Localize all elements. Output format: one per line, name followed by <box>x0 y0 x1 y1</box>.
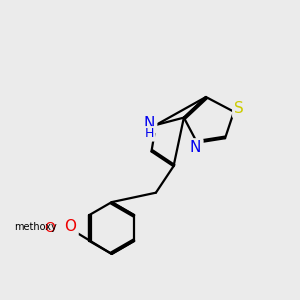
Text: O: O <box>44 221 55 235</box>
Text: S: S <box>234 101 244 116</box>
Text: N: N <box>190 140 201 155</box>
Text: O: O <box>64 219 76 234</box>
Text: H: H <box>145 127 154 140</box>
Text: methoxy: methoxy <box>14 222 56 232</box>
Text: N: N <box>144 116 155 131</box>
